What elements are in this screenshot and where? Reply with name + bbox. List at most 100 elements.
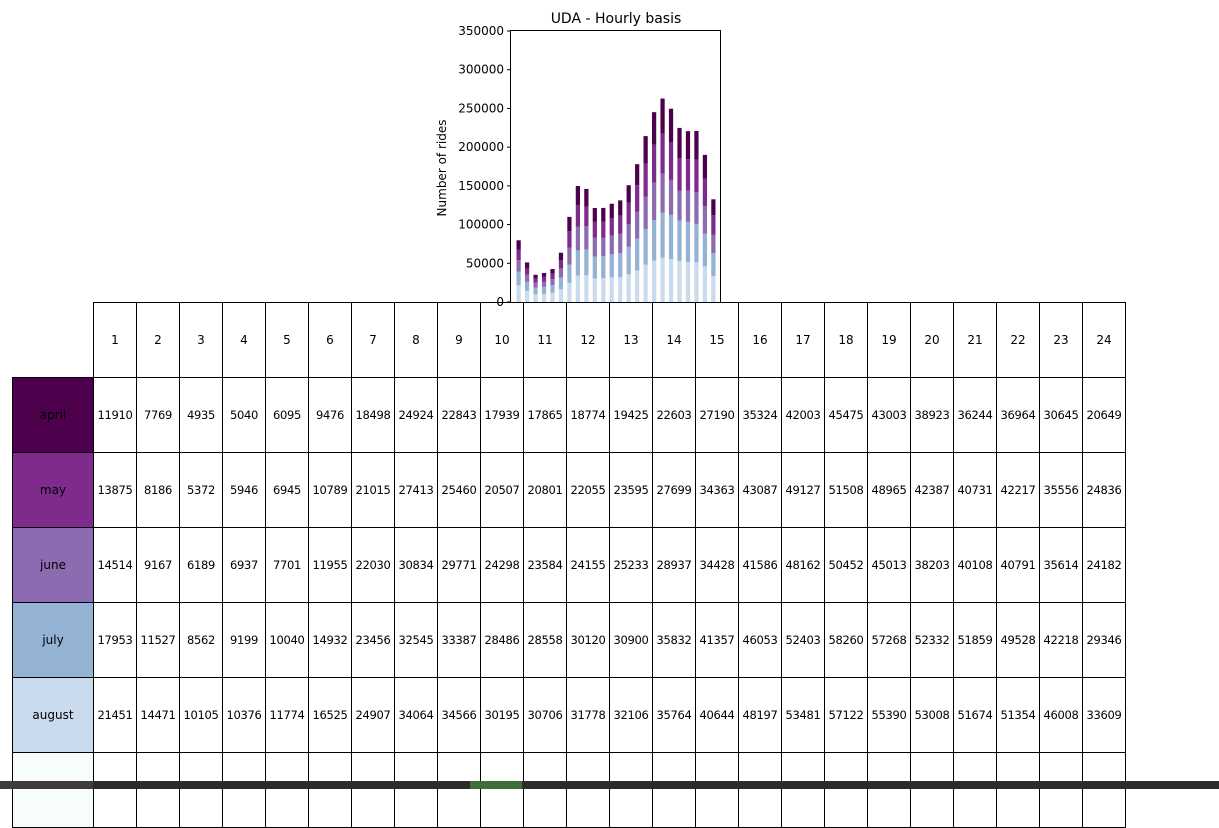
bar-segment-may — [702, 178, 708, 207]
table-cell: 28937 — [652, 527, 696, 603]
table-cell — [222, 752, 266, 828]
bar-segment-june — [651, 182, 657, 221]
bar-segment-may — [668, 142, 674, 180]
table-cell — [351, 752, 395, 828]
bar-segment-may — [550, 273, 555, 280]
row-label-august: august — [12, 677, 94, 753]
table-cell: 10789 — [308, 452, 352, 528]
table-corner — [13, 303, 94, 378]
table-cell: 14471 — [136, 677, 180, 753]
table-cell: 17953 — [93, 602, 137, 678]
table-cell: 48965 — [867, 452, 911, 528]
table-cell: 34064 — [394, 677, 438, 753]
table-cell: 45475 — [824, 377, 868, 453]
table-cell: 42387 — [910, 452, 954, 528]
bar-segment-june — [702, 206, 708, 234]
table-cell: 6945 — [265, 452, 309, 528]
table-cell: 8186 — [136, 452, 180, 528]
table-cell: 6937 — [222, 527, 266, 603]
column-header: 6 — [308, 302, 352, 378]
bar-segment-august — [711, 275, 716, 302]
table-cell: 45013 — [867, 527, 911, 603]
bar-segment-july — [702, 233, 708, 267]
table-cell: 49127 — [781, 452, 825, 528]
bar-segment-may — [626, 202, 631, 225]
bar-segment-may — [660, 133, 665, 174]
taskbar-active-segment[interactable] — [470, 781, 522, 789]
bar-segment-june — [660, 173, 665, 213]
table-cell: 9476 — [308, 377, 352, 453]
table-cell — [566, 752, 610, 828]
bar-segment-may — [609, 218, 614, 236]
bar-segment-august — [558, 289, 564, 302]
table-cell: 5946 — [222, 452, 266, 528]
table-cell: 24907 — [351, 677, 395, 753]
bar-segment-july — [668, 214, 674, 260]
bar-segment-april — [702, 154, 708, 179]
bar-segment-july — [711, 253, 716, 276]
table-cell: 41586 — [738, 527, 782, 603]
table-cell — [738, 752, 782, 828]
bar-segment-july — [626, 246, 631, 275]
table-cell: 14932 — [308, 602, 352, 678]
table-cell: 36244 — [953, 377, 997, 453]
bar-segment-april — [516, 240, 521, 250]
bar-segment-june — [584, 226, 589, 250]
bar-segment-july — [584, 249, 589, 276]
column-header: 3 — [179, 302, 223, 378]
column-header: 1 — [93, 302, 137, 378]
bar-segment-june — [618, 233, 623, 254]
row-label-april: april — [12, 377, 94, 453]
bar-segment-april — [677, 127, 682, 159]
y-tick-label: 150000 — [458, 179, 504, 193]
bar-segment-april — [643, 136, 648, 164]
table-cell: 23584 — [523, 527, 567, 603]
table-cell: 38203 — [910, 527, 954, 603]
table-row: june 14514 9167 6189 6937 7701 11955 22030 30834… — [12, 527, 1126, 603]
table-cell: 25233 — [609, 527, 653, 603]
table-cell: 40108 — [953, 527, 997, 603]
bar-segment-june — [694, 192, 699, 224]
table-cell: 55390 — [867, 677, 911, 753]
bar-segment-may — [584, 206, 589, 227]
bar-segment-july — [609, 254, 614, 278]
column-header: 8 — [394, 302, 438, 378]
bar-segment-august — [668, 259, 674, 302]
table-cell: 36964 — [996, 377, 1040, 453]
table-cell: 10040 — [265, 602, 309, 678]
table-cell — [910, 752, 954, 828]
table-cell: 40731 — [953, 452, 997, 528]
bar-segment-may — [635, 185, 640, 212]
column-header: 4 — [222, 302, 266, 378]
bar-segment-may — [618, 215, 623, 234]
column-header: 21 — [953, 302, 997, 378]
table-cell: 52332 — [910, 602, 954, 678]
bar-segment-may — [541, 276, 547, 282]
bar-segment-august — [702, 266, 708, 302]
table-cell — [179, 752, 223, 828]
table-cell: 22603 — [652, 377, 696, 453]
column-header: 10 — [480, 302, 524, 378]
table-cell: 8562 — [179, 602, 223, 678]
bar-segment-july — [677, 220, 682, 261]
y-ticks: 0500001000001500002000002500003000003500… — [458, 24, 511, 309]
table-cell: 48197 — [738, 677, 782, 753]
table-cell: 24182 — [1082, 527, 1126, 603]
bar-segment-may — [533, 278, 538, 283]
bar-segment-may — [567, 231, 572, 248]
table-cell: 30834 — [394, 527, 438, 603]
bar-segment-may — [651, 144, 657, 183]
table-cell — [1082, 752, 1126, 828]
bar-segment-august — [584, 275, 589, 302]
y-tick-label: 250000 — [458, 101, 504, 115]
bar-segment-july — [651, 220, 657, 261]
table-cell: 48162 — [781, 527, 825, 603]
bar-segment-june — [626, 224, 631, 247]
table-cell: 33387 — [437, 602, 481, 678]
table-cell: 23456 — [351, 602, 395, 678]
table-cell — [265, 752, 309, 828]
table-cell: 30195 — [480, 677, 524, 753]
table-cell: 17939 — [480, 377, 524, 453]
table-cell — [824, 752, 868, 828]
table-cell: 29771 — [437, 527, 481, 603]
